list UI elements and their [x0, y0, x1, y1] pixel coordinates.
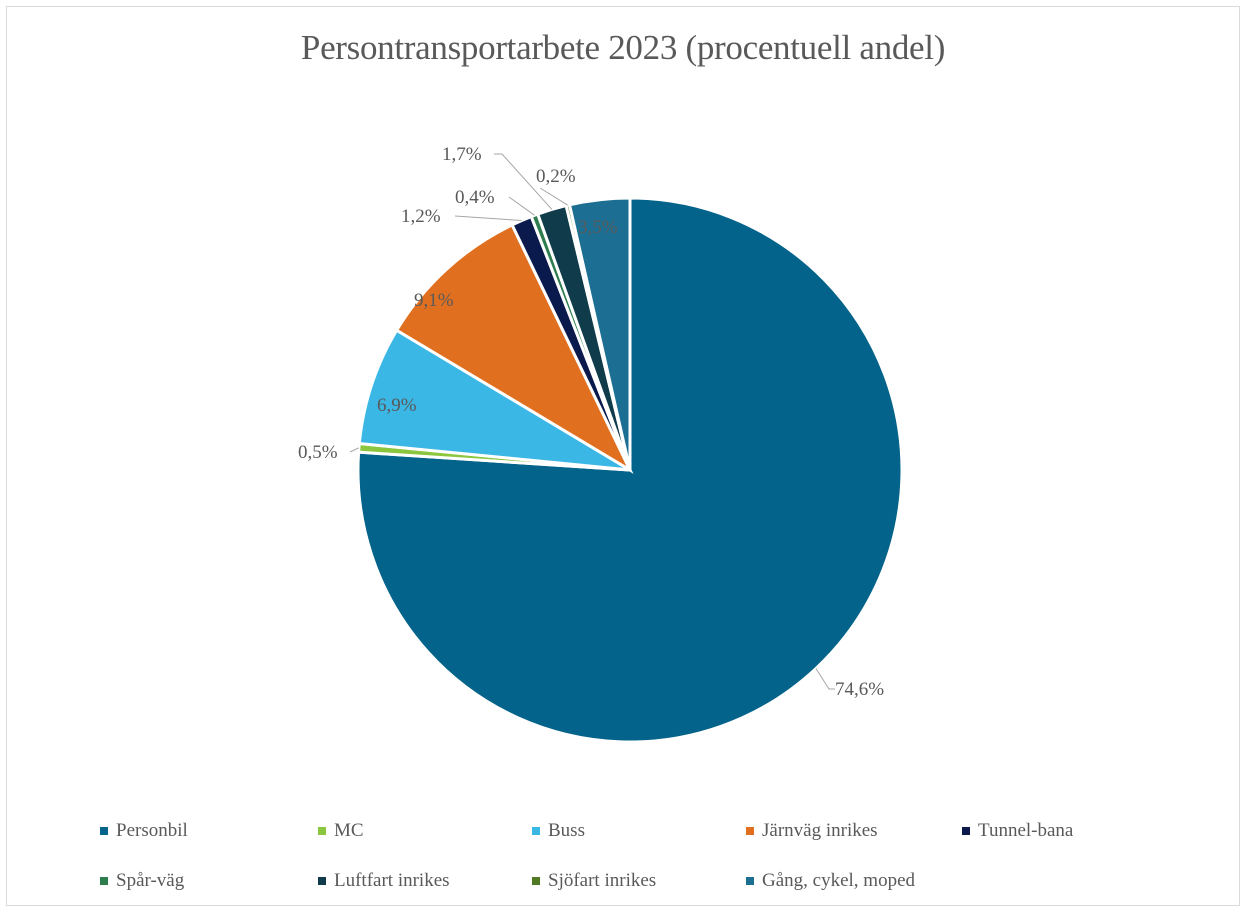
leader-line	[349, 447, 360, 453]
legend-item: Järnväg inrikes	[746, 820, 878, 842]
data-label: 0,4%	[455, 187, 495, 208]
pie-slices	[356, 196, 904, 744]
leader-line	[815, 668, 835, 690]
data-label: 0,2%	[536, 166, 576, 187]
legend-item: Gång, cykel, moped	[746, 870, 915, 892]
data-label: 9,1%	[414, 290, 454, 311]
legend-item: Buss	[532, 820, 585, 842]
leader-line	[539, 187, 569, 206]
legend-item: Spår-väg	[100, 870, 184, 892]
legend-swatch	[532, 827, 540, 835]
legend-swatch	[532, 877, 540, 885]
data-label: 3,5%	[578, 217, 618, 238]
leader-line	[508, 196, 535, 216]
leader-line	[454, 215, 522, 222]
legend-swatch	[318, 827, 326, 835]
data-label: 1,7%	[442, 144, 482, 165]
legend-swatch	[100, 877, 108, 885]
legend-item: Tunnel-bana	[962, 820, 1073, 842]
legend-label: Luftfart inrikes	[334, 870, 450, 891]
data-label: 0,5%	[298, 442, 338, 463]
data-label: 74,6%	[835, 679, 884, 700]
legend-swatch	[318, 877, 326, 885]
legend-label: Buss	[548, 820, 585, 841]
legend-item: MC	[318, 820, 364, 842]
legend-label: Sjöfart inrikes	[548, 870, 657, 891]
legend-label: Tunnel-bana	[978, 820, 1074, 841]
data-label: 1,2%	[401, 206, 441, 227]
legend-item: Sjöfart inrikes	[532, 870, 656, 892]
data-labels: 74,6% 0,5% 6,9% 9,1% 1,2% 0,4% 1,7% 0,2% 3,5%	[298, 144, 884, 700]
chart-title: Persontransportarbete 2023 (procentuell …	[300, 28, 946, 67]
legend-swatch	[962, 827, 970, 835]
pie-slice-buss	[357, 328, 631, 472]
legend-label: MC	[334, 820, 364, 841]
leader-line	[494, 153, 553, 210]
legend-label: Spår-väg	[116, 870, 185, 891]
legend-label: Gång, cykel, moped	[762, 870, 916, 891]
legend-label: Järnväg inrikes	[762, 820, 878, 841]
legend-label: Personbil	[116, 820, 188, 841]
legend-swatch	[746, 877, 754, 885]
pie-slice-gång-cykel-moped	[567, 196, 632, 471]
pie-slice-järnväg-inrikes	[394, 222, 634, 474]
legend-swatch	[100, 827, 108, 835]
legend-item: Luftfart inrikes	[318, 870, 450, 892]
leader-lines	[349, 153, 835, 690]
data-label: 6,9%	[377, 395, 417, 416]
legend-item: Personbil	[100, 820, 188, 842]
legend-swatch	[746, 827, 754, 835]
